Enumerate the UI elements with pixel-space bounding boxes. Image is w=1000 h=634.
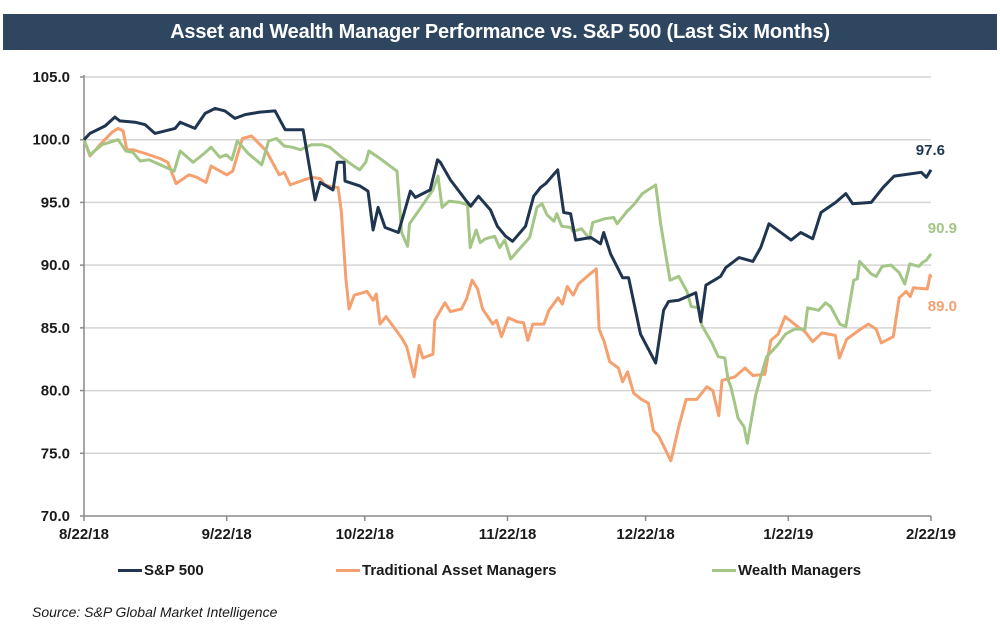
y-tick-label: 85.0 <box>41 320 70 337</box>
legend-swatch-traditional <box>336 569 360 572</box>
y-tick-label: 70.0 <box>41 508 70 525</box>
legend-item-traditional: Traditional Asset Managers <box>336 562 557 579</box>
series-line-wealth-managers <box>82 137 933 445</box>
legend-item-wealth: Wealth Managers <box>712 562 861 579</box>
series-line-traditional-asset-managers <box>82 126 933 463</box>
series-line-s-p-500 <box>82 106 933 365</box>
gridlines <box>84 76 931 455</box>
end-value-label: 89.0 <box>928 298 957 315</box>
axes <box>83 75 931 517</box>
legend-label: S&P 500 <box>144 562 204 579</box>
x-axis-ticks: 8/22/18 9/22/18 10/22/18 11/22/18 12/22/18 1/… <box>59 516 956 543</box>
y-tick-label: 90.0 <box>41 257 70 274</box>
legend: S&P 500 Traditional Asset Managers Wealt… <box>0 562 1000 584</box>
end-labels: 97.6 89.0 90.9 <box>916 142 957 315</box>
y-tick-label: 105.0 <box>32 69 70 86</box>
x-tick-label: 9/22/18 <box>202 526 252 543</box>
series-lines <box>82 106 933 463</box>
legend-label: Wealth Managers <box>738 562 862 579</box>
x-tick-label: 1/22/19 <box>763 526 813 543</box>
y-tick-label: 80.0 <box>41 383 70 400</box>
y-axis-ticks: 70.0 75.0 80.0 85.0 90.0 95.0 100.0 105.0 <box>32 69 84 525</box>
x-tick-label: 2/22/19 <box>906 526 956 543</box>
legend-label: Traditional Asset Managers <box>362 562 557 579</box>
chart-title: Asset and Wealth Manager Performance vs.… <box>3 14 997 50</box>
x-tick-label: 8/22/18 <box>59 526 109 543</box>
y-tick-label: 75.0 <box>41 445 70 462</box>
x-tick-label: 12/22/18 <box>616 526 674 543</box>
y-tick-label: 95.0 <box>41 194 70 211</box>
y-tick-label: 100.0 <box>32 132 70 149</box>
x-tick-label: 11/22/18 <box>479 526 537 543</box>
legend-swatch-sp500 <box>118 569 142 572</box>
source-note: Source: S&P Global Market Intelligence <box>32 604 278 620</box>
end-value-label: 97.6 <box>916 142 945 159</box>
legend-swatch-wealth <box>712 569 736 572</box>
end-value-label: 90.9 <box>928 220 957 237</box>
legend-item-sp500: S&P 500 <box>118 562 204 579</box>
x-tick-label: 10/22/18 <box>336 526 394 543</box>
